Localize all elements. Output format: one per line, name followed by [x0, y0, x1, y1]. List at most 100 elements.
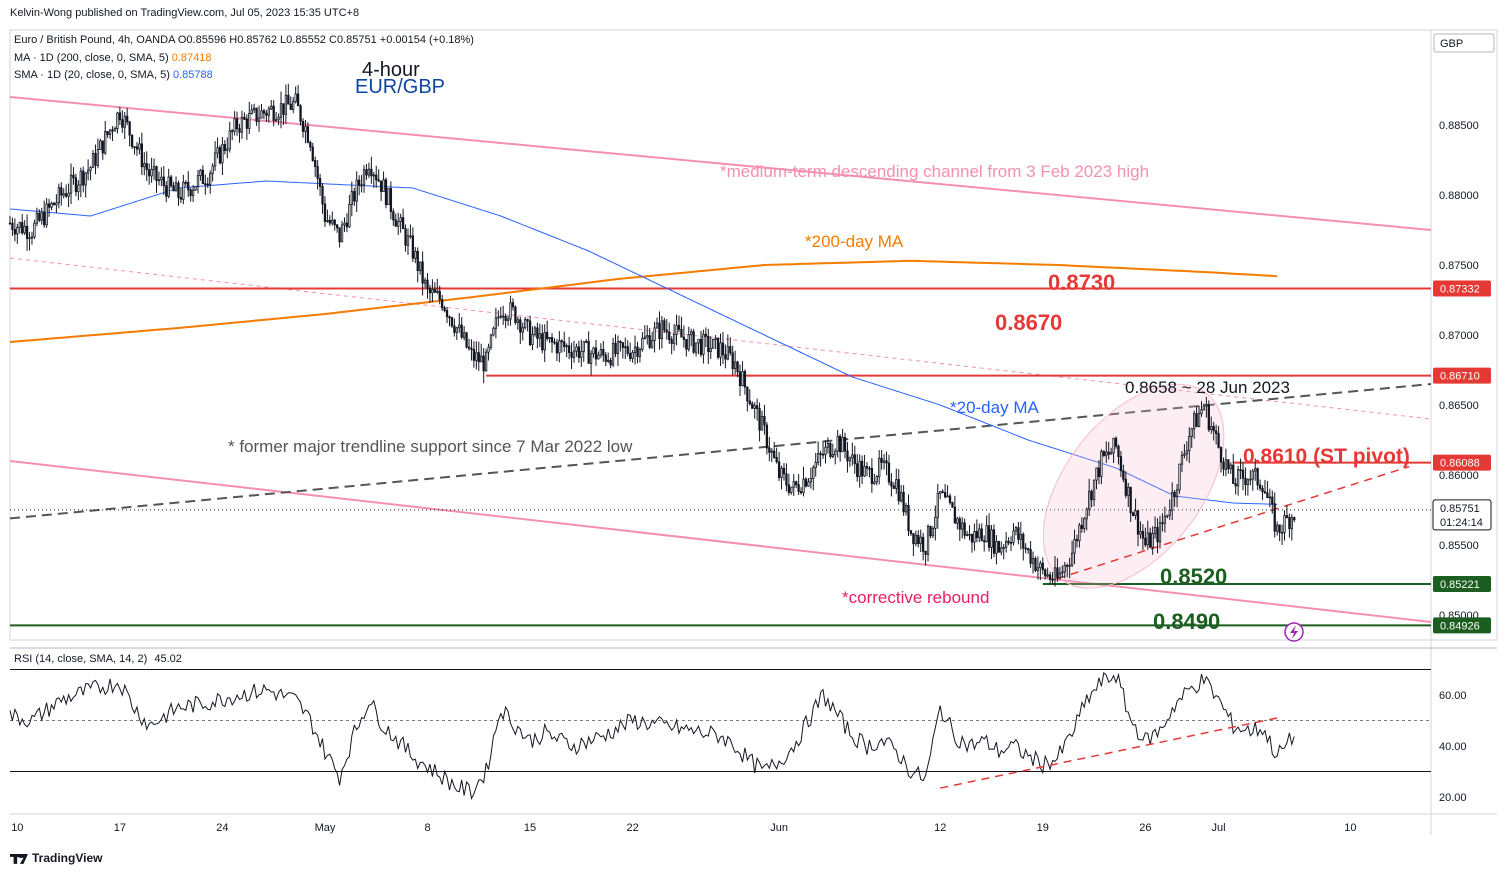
candle-body[interactable] — [304, 126, 307, 132]
candle-body[interactable] — [909, 530, 913, 534]
candle-body[interactable] — [824, 446, 827, 456]
corrective-rebound-ellipse[interactable] — [1007, 351, 1259, 621]
candle-body[interactable] — [238, 128, 241, 133]
candle-body[interactable] — [30, 236, 34, 239]
candle-body[interactable] — [187, 181, 190, 191]
candle-body[interactable] — [130, 134, 134, 147]
candle-body[interactable] — [719, 342, 722, 358]
candle-body[interactable] — [1256, 468, 1259, 486]
candle-body[interactable] — [987, 525, 991, 548]
candle-body[interactable] — [1095, 467, 1098, 481]
candle-body[interactable] — [1129, 486, 1132, 514]
candle-body[interactable] — [184, 181, 187, 184]
candle-body[interactable] — [672, 333, 676, 344]
candle-body[interactable] — [240, 116, 244, 133]
candle-body[interactable] — [1007, 540, 1010, 544]
candle-body[interactable] — [1092, 479, 1096, 501]
candle-body[interactable] — [69, 174, 73, 194]
candle-body[interactable] — [1136, 510, 1140, 535]
candle-body[interactable] — [267, 108, 270, 116]
candle-body[interactable] — [1114, 437, 1118, 447]
candle-body[interactable] — [419, 261, 422, 272]
candle-body[interactable] — [943, 492, 947, 498]
candle-body[interactable] — [1102, 451, 1105, 456]
candle-body[interactable] — [660, 320, 664, 340]
candle-body[interactable] — [838, 435, 842, 453]
candle-body[interactable] — [914, 534, 917, 545]
candle-body[interactable] — [1254, 468, 1257, 472]
candle-body[interactable] — [731, 352, 734, 369]
candle-body[interactable] — [878, 457, 881, 477]
candle-body[interactable] — [814, 462, 817, 469]
candle-body[interactable] — [1112, 437, 1115, 454]
candle-body[interactable] — [638, 348, 642, 357]
candle-body[interactable] — [345, 222, 349, 228]
candle-body[interactable] — [150, 168, 153, 177]
candle-body[interactable] — [829, 443, 832, 457]
candle-body[interactable] — [43, 211, 46, 226]
candle-body[interactable] — [318, 177, 322, 187]
candle-body[interactable] — [140, 143, 143, 168]
candle-body[interactable] — [856, 463, 859, 477]
candle-body[interactable] — [526, 319, 529, 322]
candle-body[interactable] — [362, 169, 366, 186]
candle-body[interactable] — [460, 324, 463, 338]
candle-body[interactable] — [577, 346, 581, 358]
candle-body[interactable] — [545, 331, 549, 340]
candle-body[interactable] — [985, 525, 988, 542]
candle-body[interactable] — [379, 180, 383, 192]
candle-body[interactable] — [382, 179, 385, 192]
candle-body[interactable] — [1090, 490, 1093, 501]
candle-body[interactable] — [607, 359, 610, 362]
candle-body[interactable] — [922, 536, 925, 552]
candle-body[interactable] — [487, 346, 490, 353]
candle-body[interactable] — [594, 347, 598, 360]
candle-body[interactable] — [245, 118, 248, 129]
candle-body[interactable] — [1195, 413, 1198, 428]
candle-body[interactable] — [101, 140, 104, 154]
candle-body[interactable] — [323, 203, 327, 222]
candle-body[interactable] — [860, 460, 864, 477]
candle-body[interactable] — [834, 450, 837, 456]
candle-body[interactable] — [497, 316, 500, 319]
candle-body[interactable] — [406, 235, 410, 246]
candle-body[interactable] — [880, 457, 883, 463]
candle-body[interactable] — [873, 481, 876, 484]
candle-body[interactable] — [1031, 558, 1035, 564]
candle-body[interactable] — [626, 346, 629, 354]
candle-body[interactable] — [199, 169, 202, 176]
candle-body[interactable] — [885, 460, 888, 464]
candle-body[interactable] — [919, 536, 922, 545]
candle-body[interactable] — [1185, 450, 1188, 455]
candle-body[interactable] — [421, 261, 424, 284]
candle-body[interactable] — [699, 338, 703, 355]
candle-body[interactable] — [519, 319, 522, 333]
candle-body[interactable] — [890, 481, 893, 487]
candle-body[interactable] — [797, 484, 800, 492]
candle-body[interactable] — [931, 527, 935, 537]
candle-body[interactable] — [77, 184, 80, 193]
symbol-legend[interactable]: Euro / British Pound, 4h, OANDA O0.85596… — [14, 34, 474, 46]
candle-body[interactable] — [277, 116, 280, 121]
candle-body[interactable] — [555, 342, 559, 354]
candle-body[interactable] — [807, 481, 810, 487]
candle-body[interactable] — [99, 140, 102, 150]
candle-body[interactable] — [206, 183, 209, 186]
candle-body[interactable] — [375, 174, 378, 181]
candle-body[interactable] — [201, 169, 205, 185]
candle-body[interactable] — [721, 342, 725, 356]
candle-body[interactable] — [392, 211, 395, 221]
candle-body[interactable] — [126, 115, 129, 123]
candle-body[interactable] — [86, 169, 90, 174]
candle-body[interactable] — [887, 462, 891, 483]
candle-body[interactable] — [292, 101, 295, 110]
candle-body[interactable] — [475, 352, 478, 361]
candle-body[interactable] — [160, 176, 163, 181]
candle-body[interactable] — [8, 222, 12, 225]
candle-body[interactable] — [121, 119, 124, 128]
currency-label-box[interactable] — [1433, 33, 1495, 53]
candle-body[interactable] — [38, 212, 41, 221]
candle-body[interactable] — [758, 408, 761, 431]
candle-body[interactable] — [257, 117, 261, 122]
chart-annotation[interactable]: *medium-term descending channel from 3 F… — [720, 162, 1149, 181]
